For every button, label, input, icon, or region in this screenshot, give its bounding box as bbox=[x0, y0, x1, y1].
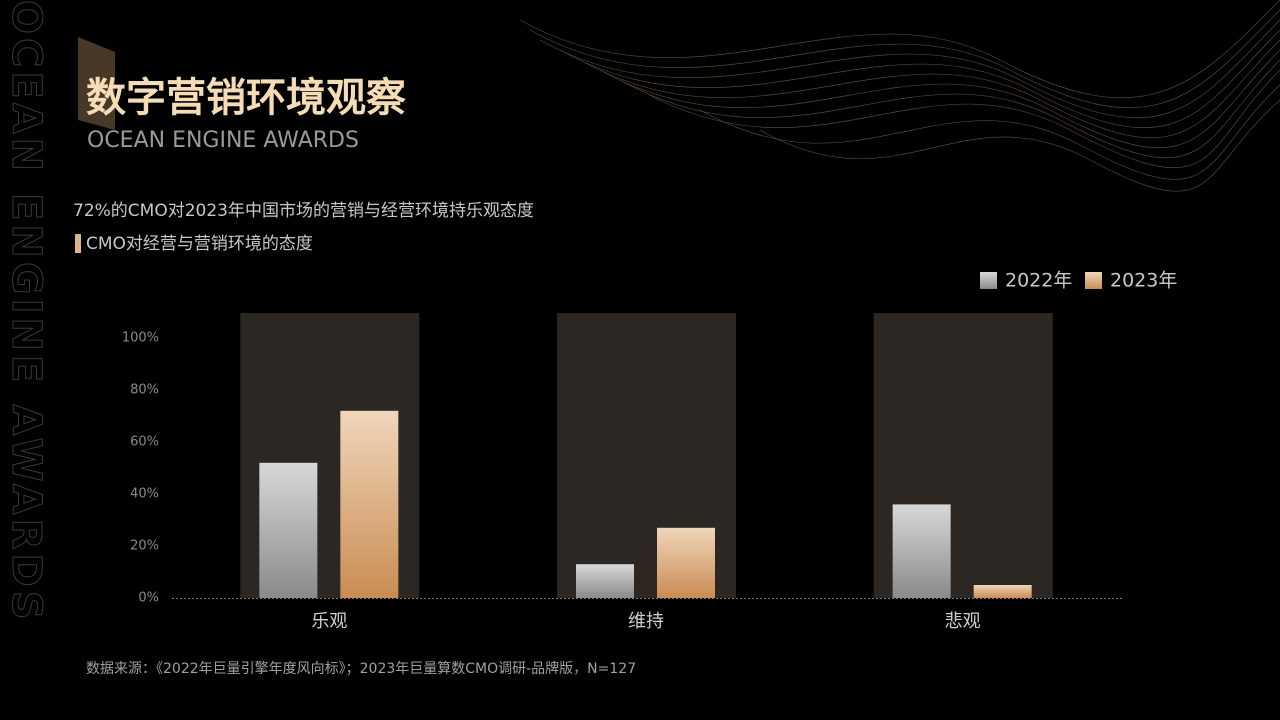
page-title: 数字营销环境观察 bbox=[86, 75, 406, 121]
bar bbox=[259, 462, 318, 598]
source-note: 数据来源：《2022年巨量引擎年度风向标》；2023年巨量算数CMO调研-品牌版… bbox=[86, 660, 636, 677]
legend-swatch bbox=[980, 272, 997, 289]
bar bbox=[892, 504, 951, 598]
bar bbox=[576, 564, 634, 598]
chart-title: CMO对经营与营销环境的态度 bbox=[86, 234, 313, 254]
y-tick-label: 60% bbox=[130, 435, 159, 450]
y-tick-label: 80% bbox=[130, 383, 159, 398]
legend-label: 2023年 bbox=[1110, 270, 1177, 292]
x-tick-label: 维持 bbox=[628, 611, 664, 632]
y-tick-label: 40% bbox=[130, 487, 159, 502]
wave-decoration bbox=[519, 0, 1280, 192]
y-tick-label: 20% bbox=[130, 539, 159, 554]
x-tick-label: 乐观 bbox=[311, 611, 347, 632]
title-accent bbox=[78, 37, 115, 130]
x-tick-label: 悲观 bbox=[945, 611, 981, 632]
y-tick-label: 0% bbox=[138, 591, 159, 606]
bar bbox=[657, 527, 715, 598]
legend-swatch bbox=[1085, 272, 1102, 289]
y-tick-label: 100% bbox=[122, 331, 159, 346]
bar bbox=[340, 410, 399, 598]
title-marker bbox=[75, 234, 81, 253]
legend-label: 2022年 bbox=[1005, 270, 1072, 292]
chart-headline: 72%的CMO对2023年中国市场的营销与经营环境持乐观态度 bbox=[73, 201, 534, 221]
bar bbox=[973, 585, 1032, 598]
page-subtitle: OCEAN ENGINE AWARDS bbox=[87, 128, 359, 153]
side-text: OCEAN ENGINE AWARDS bbox=[3, 0, 49, 624]
